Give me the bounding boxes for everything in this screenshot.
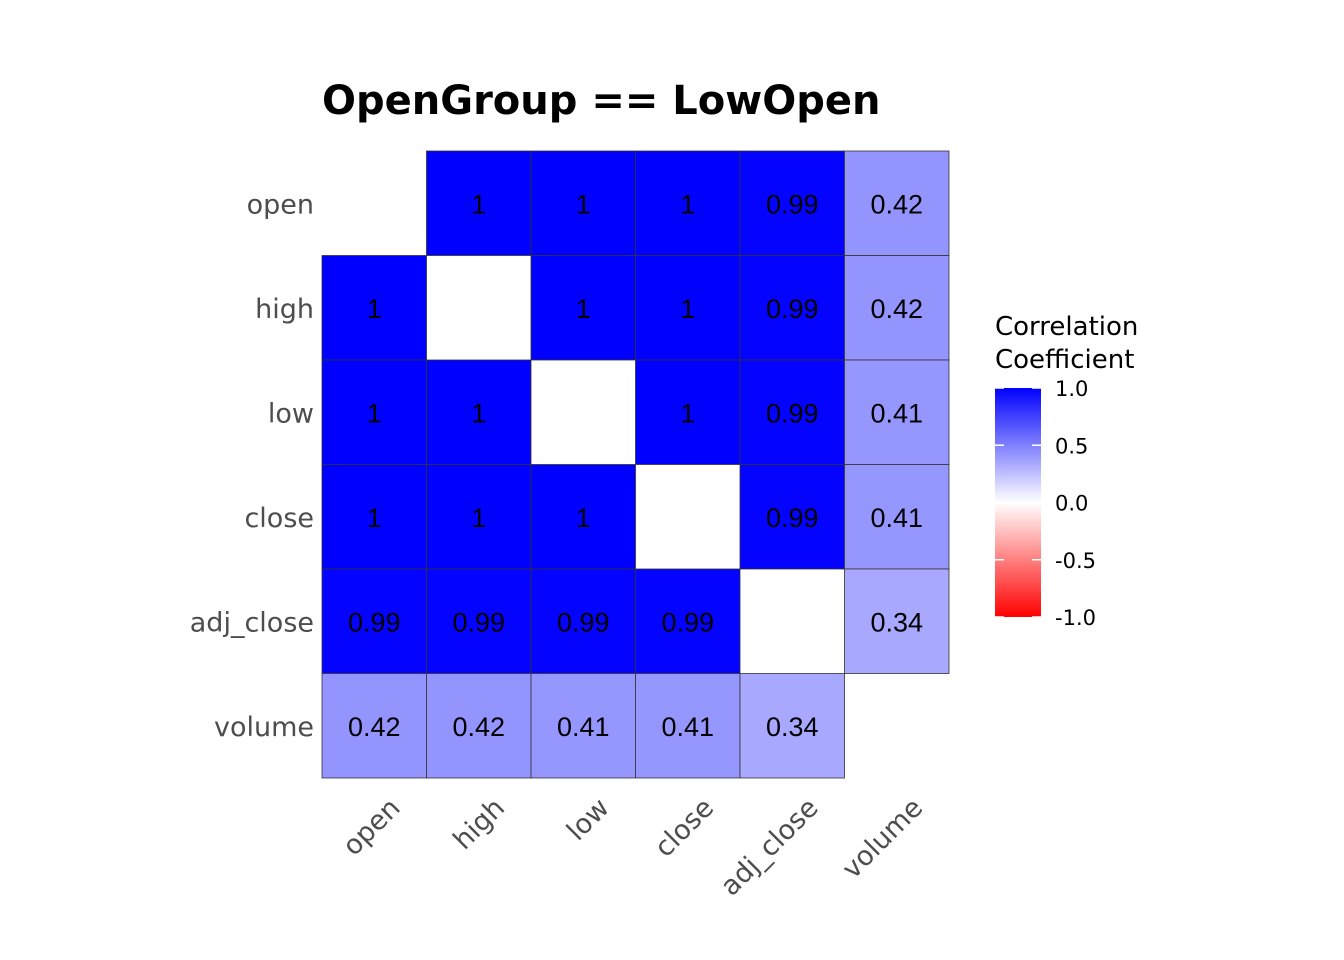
- legend-tick-label: -1.0: [1055, 606, 1096, 630]
- legend-tick-label: 0.0: [1055, 492, 1088, 516]
- legend-tick-label: 0.5: [1055, 434, 1088, 458]
- legend-tick-label: -0.5: [1055, 549, 1096, 573]
- cell-label-high-close: 1: [680, 294, 695, 324]
- x-tick-label-close: close: [649, 792, 720, 863]
- cell-label-open-adj_close: 0.99: [766, 189, 819, 219]
- heatmap-cell-low-volume: [844, 359, 950, 465]
- heatmap-cell-low-high: [426, 359, 532, 465]
- cell-label-low-adj_close: 0.99: [766, 398, 819, 428]
- heatmap-cell-adj_close-low: [530, 568, 636, 674]
- heatmap-cell-high-low: [530, 255, 636, 361]
- cell-label-open-high: 1: [471, 189, 486, 219]
- heatmap-cell-adj_close-high: [426, 568, 532, 674]
- x-tick-label-high: high: [448, 792, 512, 856]
- cell-label-low-close: 1: [680, 398, 695, 428]
- cell-label-low-high: 1: [471, 398, 486, 428]
- cell-label-low-open: 1: [367, 398, 382, 428]
- cell-label-close-high: 1: [471, 503, 486, 533]
- heatmap-cell-volume-low: [530, 673, 636, 779]
- heatmap-cell-low-adj_close: [739, 359, 845, 465]
- x-tick-label-adj_close: adj_close: [715, 792, 825, 902]
- heatmap-cell-open-adj_close: [739, 150, 845, 256]
- x-tick-label-open: open: [337, 792, 407, 862]
- cell-label-adj_close-volume: 0.34: [870, 607, 923, 637]
- heatmap-cell-volume-adj_close: [739, 673, 845, 779]
- cell-label-close-volume: 0.41: [870, 503, 923, 533]
- heatmap-cell-close-high: [426, 464, 532, 570]
- heatmap-cell-volume-high: [426, 673, 532, 779]
- cell-label-volume-high: 0.42: [452, 712, 505, 742]
- y-tick-label-low: low: [268, 398, 314, 429]
- cell-label-high-adj_close: 0.99: [766, 294, 819, 324]
- heatmap-cell-volume-close: [635, 673, 741, 779]
- y-tick-label-volume: volume: [214, 712, 314, 743]
- cell-label-high-low: 1: [576, 294, 591, 324]
- legend-tick-label: 1.0: [1055, 377, 1088, 401]
- cell-label-adj_close-low: 0.99: [557, 607, 610, 637]
- cell-label-close-low: 1: [576, 503, 591, 533]
- cell-label-open-volume: 0.42: [870, 189, 923, 219]
- y-tick-label-adj_close: adj_close: [190, 607, 314, 638]
- cell-label-low-volume: 0.41: [870, 398, 923, 428]
- cell-label-close-open: 1: [367, 503, 382, 533]
- legend-title-line-1: Correlation: [995, 312, 1138, 342]
- y-tick-label-high: high: [255, 294, 314, 325]
- heatmap-cell-open-volume: [844, 150, 950, 256]
- cell-label-volume-open: 0.42: [348, 712, 401, 742]
- cell-label-volume-low: 0.41: [557, 712, 610, 742]
- heatmap-cell-adj_close-close: [635, 568, 741, 674]
- cell-label-volume-adj_close: 0.34: [766, 712, 819, 742]
- heatmap-cell-close-adj_close: [739, 464, 845, 570]
- heatmap-cell-open-close: [635, 150, 741, 256]
- heatmap-cell-high-volume: [844, 255, 950, 361]
- heatmap-cell-close-volume: [844, 464, 950, 570]
- cell-label-adj_close-open: 0.99: [348, 607, 401, 637]
- cell-label-adj_close-high: 0.99: [452, 607, 505, 637]
- legend-title-line-2: Coefficient: [995, 345, 1134, 375]
- cell-label-high-open: 1: [367, 294, 382, 324]
- heatmap-cell-low-close: [635, 359, 741, 465]
- cell-label-high-volume: 0.42: [870, 294, 923, 324]
- x-tick-label-volume: volume: [836, 792, 929, 885]
- cell-label-close-adj_close: 0.99: [766, 503, 819, 533]
- cell-label-adj_close-close: 0.99: [661, 607, 714, 637]
- heatmap-cell-open-low: [530, 150, 636, 256]
- heatmap-cell-labels: 1 1 1 0.99 0.42 1 1 1 0.99 0.42 1 1 1 0.99 0.41 1 1 1 0.99…: [348, 189, 923, 742]
- heatmap-cells: [321, 150, 950, 779]
- legend: Correlation Coefficient 1.0 0.5 0.0 -0.5 -1.…: [995, 312, 1138, 630]
- legend-ticks: 1.0 0.5 0.0 -0.5 -1.0: [995, 377, 1096, 630]
- heatmap-cell-close-low: [530, 464, 636, 570]
- heatmap-cell-close-open: [321, 464, 427, 570]
- heatmap-cell-high-close: [635, 255, 741, 361]
- heatmap-cell-high-open: [321, 255, 427, 361]
- cell-label-volume-close: 0.41: [661, 712, 714, 742]
- y-tick-label-open: open: [247, 189, 314, 220]
- chart-title: OpenGroup == LowOpen: [322, 78, 880, 124]
- heatmap-cell-adj_close-open: [321, 568, 427, 674]
- heatmap-cell-adj_close-volume: [844, 568, 950, 674]
- cell-label-open-close: 1: [680, 189, 695, 219]
- cell-label-open-low: 1: [576, 189, 591, 219]
- y-tick-label-close: close: [244, 503, 314, 534]
- heatmap-cell-open-high: [426, 150, 532, 256]
- x-tick-label-low: low: [561, 792, 616, 847]
